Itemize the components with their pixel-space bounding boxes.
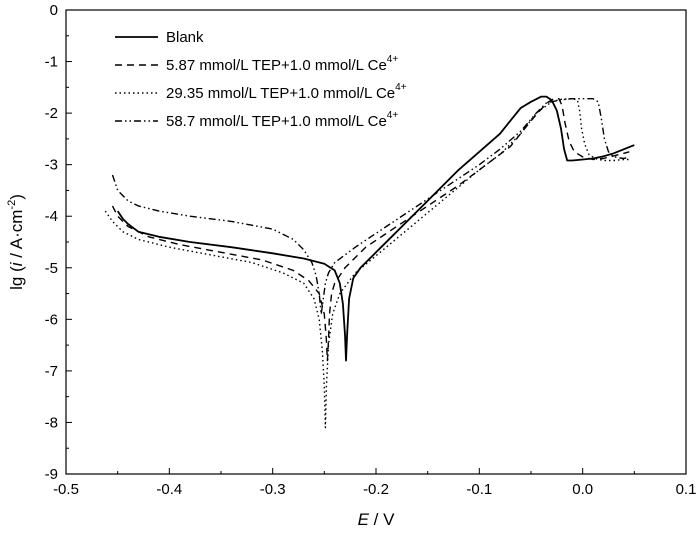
y-tick-label: -6 xyxy=(45,311,58,328)
y-tick-label: -3 xyxy=(45,157,58,174)
legend: Blank 5.87 mmol/L TEP+1.0 mmol/L Ce4+ 29.3… xyxy=(115,29,407,130)
y-axis-title: lg (i / A·cm-2) xyxy=(6,194,26,290)
legend-label-3: 29.35 mmol/L TEP+1.0 mmol/L Ce4+ xyxy=(166,82,407,102)
plot-border xyxy=(65,9,687,475)
series-line-2 xyxy=(111,98,630,362)
x-tick-label: -0.1 xyxy=(466,481,492,498)
series-line-1 xyxy=(116,95,635,362)
y-tick-label: -7 xyxy=(45,363,58,380)
plot-frame xyxy=(65,9,687,475)
y-tick-label: -9 xyxy=(45,466,58,483)
x-tick-label: 0.1 xyxy=(676,481,697,498)
y-tick-label: -8 xyxy=(45,414,58,431)
legend-label-4: 58.7 mmol/L TEP+1.0 mmol/L Ce4+ xyxy=(166,110,398,130)
y-axis-ticks: 0 -1 -2 -3 -4 -5 -6 -7 -8 -9 xyxy=(45,2,72,483)
x-tick-label: -0.2 xyxy=(363,481,389,498)
y-tick-label: -1 xyxy=(45,54,58,71)
x-tick-label: 0.0 xyxy=(572,481,593,498)
legend-label-2: 5.87 mmol/L TEP+1.0 mmol/L Ce4+ xyxy=(166,54,398,74)
y-tick-label: -4 xyxy=(45,208,58,225)
x-axis-ticks: -0.5 -0.4 -0.3 -0.2 -0.1 0.0 0.1 xyxy=(53,468,696,498)
series-layer xyxy=(104,95,635,429)
y-tick-label: -2 xyxy=(45,105,58,122)
x-axis-title: E / V xyxy=(358,510,396,529)
x-tick-label: -0.5 xyxy=(53,481,79,498)
series-line-3 xyxy=(104,98,630,429)
y-tick-label: -5 xyxy=(45,260,58,277)
x-tick-label: -0.4 xyxy=(156,481,182,498)
x-tick-label: -0.3 xyxy=(260,481,286,498)
series-line-4 xyxy=(111,98,630,315)
y-tick-label: 0 xyxy=(50,2,58,19)
legend-label-1: Blank xyxy=(166,29,204,46)
